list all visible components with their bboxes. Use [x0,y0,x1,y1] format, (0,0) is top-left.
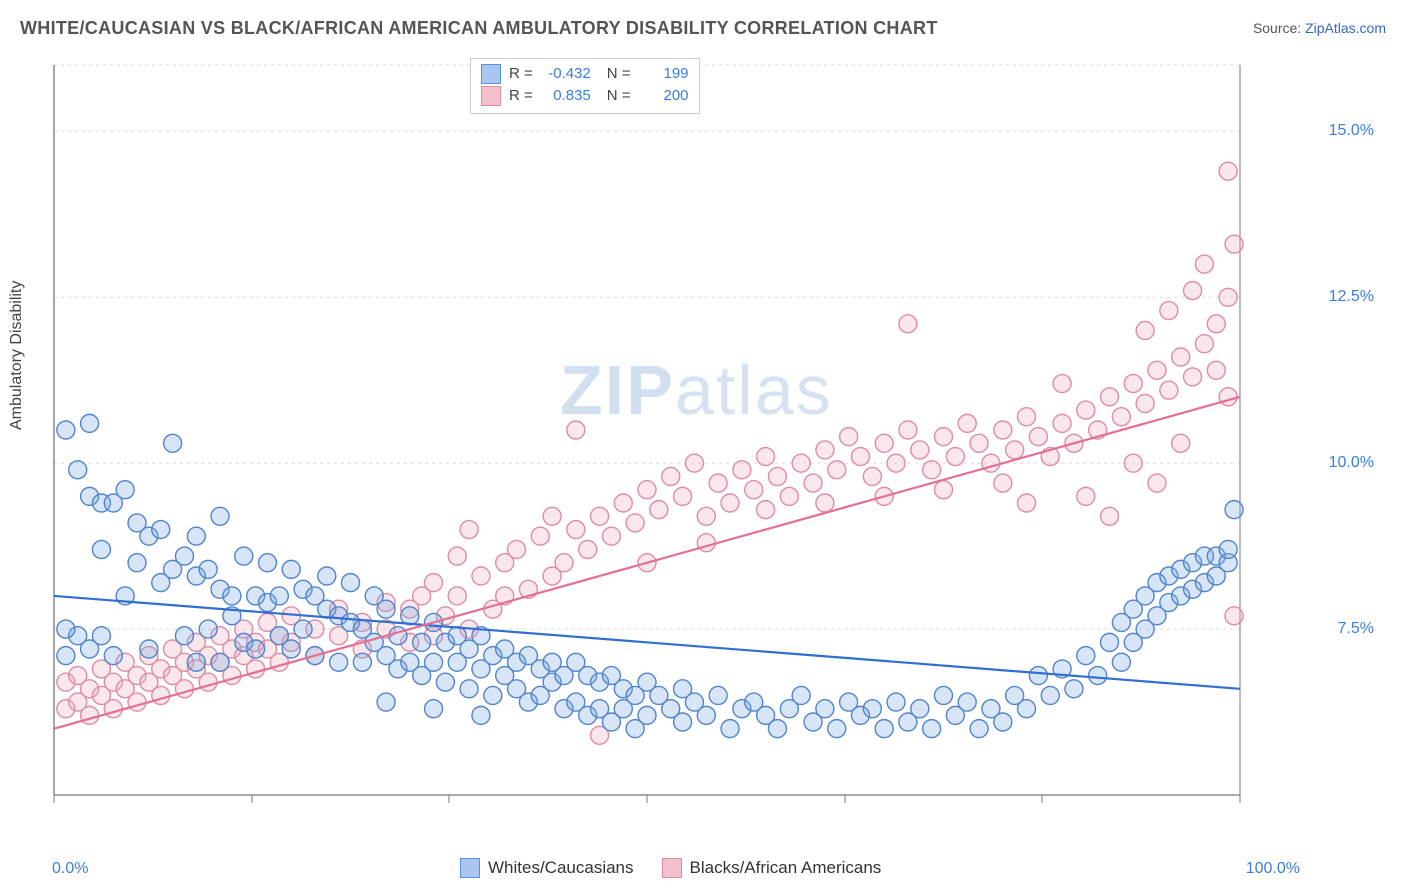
corr-r-label-0: R = [509,63,533,85]
series-legend: Whites/Caucasians Blacks/African America… [460,858,881,878]
x-axis-max-label: 100.0% [1246,860,1300,878]
scatter-chart-svg [50,55,1300,825]
corr-n-value-1: 200 [639,85,689,107]
corr-n-value-0: 199 [639,63,689,85]
correlation-legend: R = -0.432 N = 199 R = 0.835 N = 200 [470,58,700,114]
corr-swatch-0 [481,64,501,84]
legend-item-0: Whites/Caucasians [460,858,634,878]
corr-r-label-1: R = [509,85,533,107]
corr-row-1: R = 0.835 N = 200 [481,85,689,107]
corr-row-0: R = -0.432 N = 199 [481,63,689,85]
corr-n-label-0: N = [607,63,631,85]
legend-item-1: Blacks/African Americans [662,858,882,878]
legend-swatch-0 [460,858,480,878]
corr-swatch-1 [481,86,501,106]
legend-swatch-1 [662,858,682,878]
x-axis-min-label: 0.0% [52,860,88,878]
chart-title: WHITE/CAUCASIAN VS BLACK/AFRICAN AMERICA… [20,18,938,39]
y-tick-label: 12.5% [1329,288,1374,306]
corr-n-label-1: N = [607,85,631,107]
y-tick-label: 7.5% [1338,620,1374,638]
legend-label-1: Blacks/African Americans [690,858,882,878]
source-link[interactable]: ZipAtlas.com [1305,20,1386,36]
corr-r-value-1: 0.835 [541,85,591,107]
y-tick-label: 10.0% [1329,454,1374,472]
y-axis-label: Ambulatory Disability [8,281,26,430]
y-tick-label: 15.0% [1329,122,1374,140]
source-attribution: Source: ZipAtlas.com [1253,20,1386,36]
legend-label-0: Whites/Caucasians [488,858,634,878]
source-prefix: Source: [1253,20,1305,36]
corr-r-value-0: -0.432 [541,63,591,85]
plot-area [50,55,1300,825]
